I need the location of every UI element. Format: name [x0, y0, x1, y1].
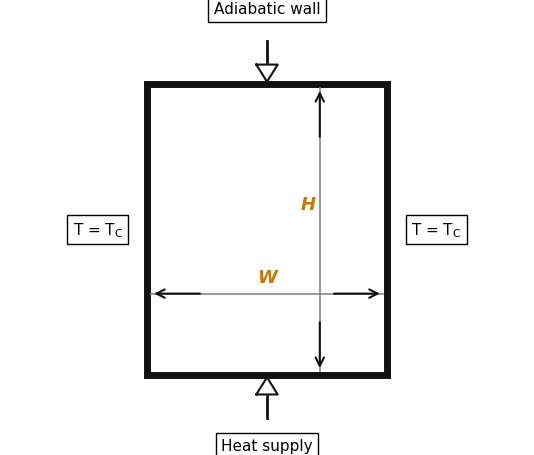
- Polygon shape: [256, 378, 278, 394]
- Text: Adiabatic wall: Adiabatic wall: [214, 2, 320, 17]
- Bar: [147, 85, 387, 375]
- Bar: [150, 88, 390, 379]
- Text: W: W: [257, 269, 277, 287]
- Polygon shape: [256, 66, 278, 82]
- Text: Heat supply: Heat supply: [221, 439, 313, 453]
- Text: T = T$_\mathregular{C}$: T = T$_\mathregular{C}$: [73, 221, 123, 239]
- Text: T = T$_\mathregular{C}$: T = T$_\mathregular{C}$: [411, 221, 461, 239]
- Text: H: H: [300, 195, 316, 213]
